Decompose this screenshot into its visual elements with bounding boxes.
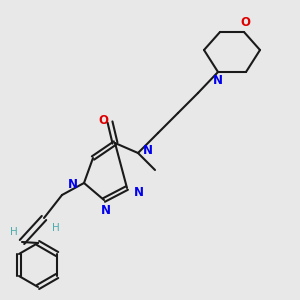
Text: N: N: [101, 203, 111, 217]
Text: N: N: [134, 185, 144, 199]
Text: H: H: [10, 227, 18, 237]
Text: O: O: [240, 16, 250, 29]
Text: N: N: [143, 145, 153, 158]
Text: H: H: [52, 223, 60, 233]
Text: O: O: [98, 115, 108, 128]
Text: N: N: [68, 178, 78, 191]
Text: N: N: [213, 74, 223, 88]
